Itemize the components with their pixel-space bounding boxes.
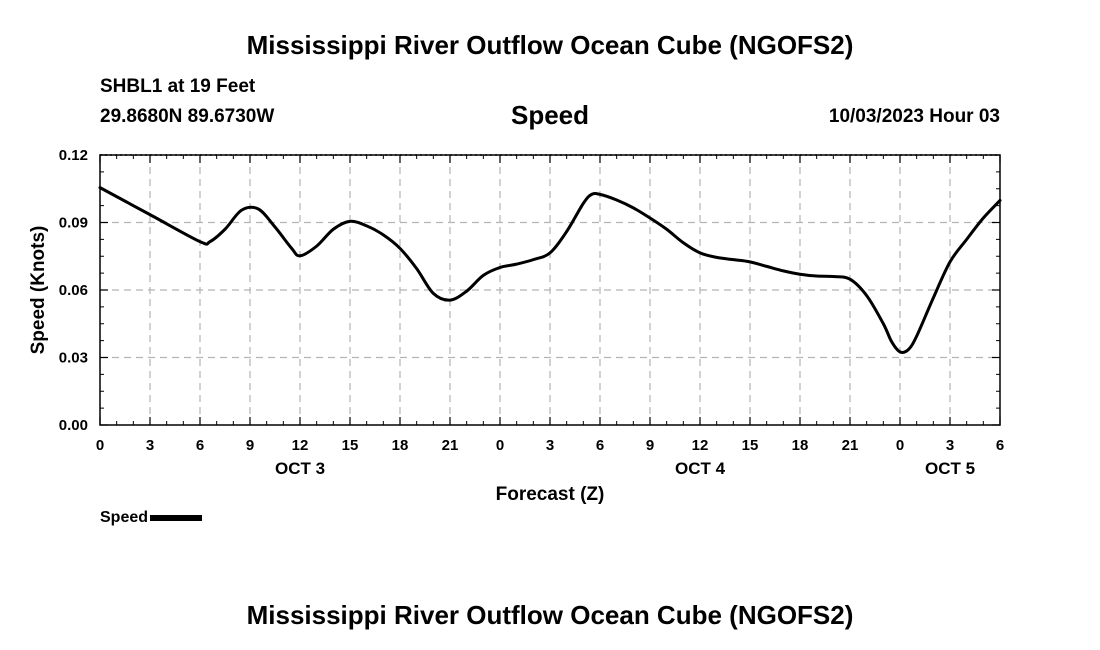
station-label: SHBL1 at 19 Feet [100, 76, 256, 97]
speed-series-line [98, 186, 1002, 354]
grid-layer [100, 154, 1000, 425]
x-tick-label: 3 [946, 437, 954, 454]
x-tick-label: 0 [496, 437, 504, 454]
variable-title: Speed [510, 100, 590, 130]
legend-line-swatch [150, 514, 203, 521]
y-tick-label: 0.03 [59, 350, 88, 367]
x-tick-label: 0 [896, 437, 904, 454]
y-tick-label: 0.00 [59, 417, 88, 434]
date-label: OCT 3 [275, 459, 325, 478]
x-axis-title: Forecast (Z) [496, 484, 605, 505]
x-tick-label: 3 [546, 437, 554, 454]
x-tick-label: 18 [392, 437, 409, 454]
x-tick-label: 9 [246, 437, 254, 454]
tick-layer [99, 154, 1001, 426]
date-label: OCT 5 [925, 459, 975, 478]
x-tick-label: 12 [692, 437, 709, 454]
chart-legend: Speed [100, 509, 203, 527]
date-label: OCT 4 [675, 459, 726, 478]
x-tick-label: 12 [292, 437, 309, 454]
y-tick-label: 0.06 [59, 282, 88, 299]
x-tick-label: 6 [596, 437, 604, 454]
station-coordinates: 29.8680N 89.6730W [100, 106, 275, 127]
x-tick-label: 6 [196, 437, 204, 454]
x-tick-label: 15 [742, 437, 759, 454]
y-axis-title: Speed (Knots) [28, 226, 49, 355]
chart-main-title: Mississippi River Outflow Ocean Cube (NG… [246, 30, 854, 60]
x-tick-label: 9 [646, 437, 654, 454]
second-chart-title: Mississippi River Outflow Ocean Cube (NG… [246, 600, 854, 630]
x-tick-label: 21 [442, 437, 459, 454]
x-tick-label: 18 [792, 437, 809, 454]
y-tick-label: 0.12 [59, 147, 88, 164]
x-tick-label: 0 [96, 437, 104, 454]
x-tick-label: 21 [842, 437, 859, 454]
y-tick-label: 0.09 [59, 215, 88, 232]
x-tick-label: 15 [342, 437, 359, 454]
label-layer: 0 3 6 9 12 15 18 21 0 3 6 9 12 15 18 21 0 3 6 0.00 0.03 0.06 0… [59, 147, 1004, 478]
legend-label: Speed [100, 509, 149, 526]
x-tick-label: 3 [146, 437, 154, 454]
x-tick-label: 6 [996, 437, 1004, 454]
forecast-timestamp: 10/03/2023 Hour 03 [828, 106, 1000, 127]
